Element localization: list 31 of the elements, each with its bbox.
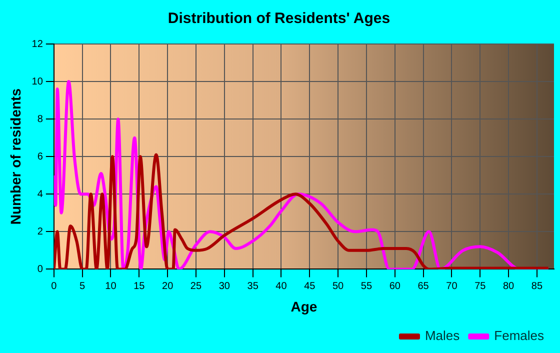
y-tick-label: 12 [32,38,44,50]
y-tick-label: 0 [37,264,44,275]
x-tick-label: 25 [190,280,202,292]
legend-label: Males [424,328,460,344]
x-tick-label: 70 [446,280,458,292]
x-tick-label: 75 [474,280,486,292]
line-series [54,153,550,270]
x-tick-label: 85 [531,280,543,292]
x-tick-label: 35 [247,280,259,292]
x-tick-label: 0 [51,280,58,292]
x-tick-label: 45 [304,280,316,292]
y-tick-label: 10 [32,76,44,88]
x-tick-label: 5 [80,280,86,292]
chart-title: Distribution of Residents' Ages [168,10,390,28]
x-axis-title: Age [290,298,318,314]
legend-label: Females [494,328,544,344]
x-tick-label: 60 [389,280,401,292]
x-tick-label: 55 [360,280,372,292]
x-tick-label: 30 [218,280,230,292]
y-tick-label: 2 [37,226,44,238]
x-tick-label: 15 [134,280,146,292]
y-tick-label: 6 [37,151,44,162]
x-tick-label: 20 [162,280,174,292]
x-tick-label: 65 [418,280,430,292]
x-tick-label: 40 [276,280,288,292]
y-tick-label: 4 [37,188,44,200]
y-tick-label: 8 [37,114,44,125]
x-tick-label: 80 [502,280,515,292]
y-axis-title: Number of residents [7,88,24,225]
x-tick-label: 50 [332,280,344,292]
x-tick-label: 10 [105,280,117,292]
